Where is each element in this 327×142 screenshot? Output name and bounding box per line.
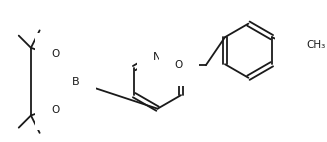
Text: O: O [291,40,299,50]
Text: CH₃: CH₃ [307,40,326,50]
Text: O: O [175,60,183,70]
Text: B: B [72,77,79,87]
Text: O: O [51,105,59,115]
Text: O: O [51,49,59,59]
Text: N: N [153,52,162,61]
